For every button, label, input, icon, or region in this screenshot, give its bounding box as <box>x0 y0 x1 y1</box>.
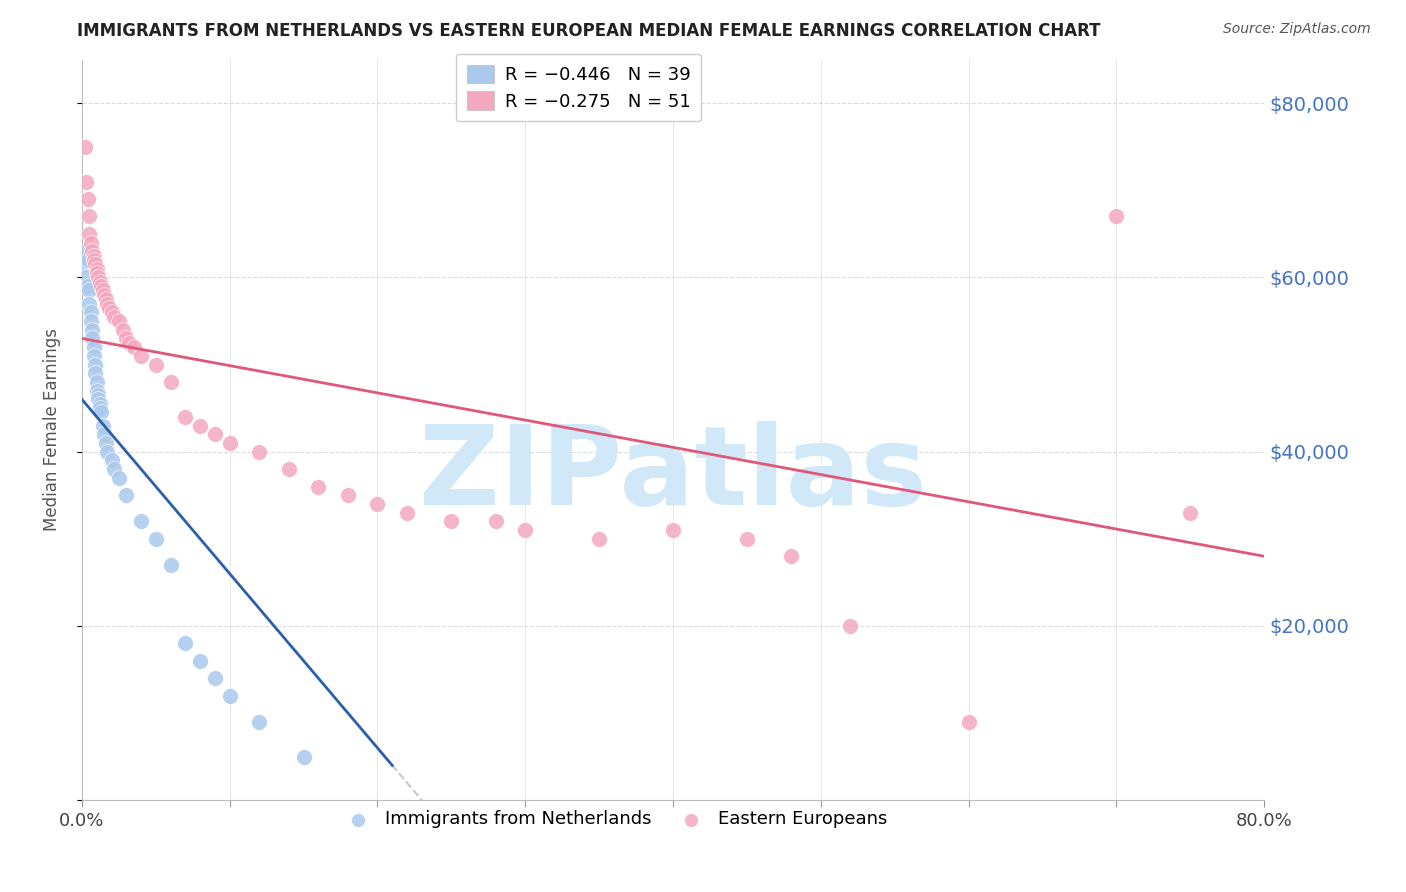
Point <box>662 523 685 537</box>
Point <box>100 453 122 467</box>
Point <box>94 292 117 306</box>
Point <box>485 515 508 529</box>
Point <box>79 284 101 298</box>
Point <box>75 257 97 271</box>
Point <box>79 227 101 241</box>
Point <box>89 401 111 416</box>
Point <box>218 436 240 450</box>
Point <box>90 279 112 293</box>
Point <box>96 444 118 458</box>
Point <box>515 523 537 537</box>
Text: Source: ZipAtlas.com: Source: ZipAtlas.com <box>1223 22 1371 37</box>
Point <box>108 471 131 485</box>
Point <box>82 323 104 337</box>
Point <box>1180 506 1202 520</box>
Point <box>957 714 980 729</box>
Point <box>336 488 359 502</box>
Point <box>73 139 96 153</box>
Point <box>145 532 167 546</box>
Point <box>76 252 98 267</box>
Point <box>115 488 138 502</box>
Point <box>115 331 138 345</box>
Point <box>780 549 803 564</box>
Point <box>188 418 211 433</box>
Point <box>247 714 270 729</box>
Point <box>84 257 107 271</box>
Point <box>80 235 103 250</box>
Point <box>292 749 315 764</box>
Point <box>75 270 97 285</box>
Point <box>91 418 114 433</box>
Point <box>129 349 152 363</box>
Point <box>87 392 110 407</box>
Point <box>735 532 758 546</box>
Point <box>91 284 114 298</box>
Point <box>96 296 118 310</box>
Point <box>159 558 181 572</box>
Point <box>86 266 108 280</box>
Text: IMMIGRANTS FROM NETHERLANDS VS EASTERN EUROPEAN MEDIAN FEMALE EARNINGS CORRELATI: IMMIGRANTS FROM NETHERLANDS VS EASTERN E… <box>77 22 1101 40</box>
Point <box>89 275 111 289</box>
Point <box>89 397 111 411</box>
Point <box>83 249 105 263</box>
Point <box>94 436 117 450</box>
Point <box>83 349 105 363</box>
Text: ZIPatlas: ZIPatlas <box>419 421 927 528</box>
Point <box>588 532 610 546</box>
Point <box>307 479 329 493</box>
Point <box>75 175 97 189</box>
Point <box>103 310 125 324</box>
Point <box>87 270 110 285</box>
Point <box>159 375 181 389</box>
Point <box>80 314 103 328</box>
Point <box>86 261 108 276</box>
Point <box>1105 210 1128 224</box>
Point <box>108 314 131 328</box>
Point <box>112 323 135 337</box>
Point <box>188 654 211 668</box>
Point <box>84 366 107 380</box>
Point <box>247 444 270 458</box>
Point <box>218 689 240 703</box>
Point <box>174 409 197 424</box>
Point <box>204 427 226 442</box>
Point <box>396 506 419 520</box>
Legend: Immigrants from Netherlands, Eastern Europeans: Immigrants from Netherlands, Eastern Eur… <box>333 803 896 836</box>
Y-axis label: Median Female Earnings: Median Female Earnings <box>44 328 60 532</box>
Point <box>73 244 96 259</box>
Point <box>839 619 862 633</box>
Point <box>440 515 463 529</box>
Point <box>86 384 108 398</box>
Point <box>79 296 101 310</box>
Point <box>103 462 125 476</box>
Point <box>90 405 112 419</box>
Point <box>129 515 152 529</box>
Point <box>118 335 141 350</box>
Point <box>79 210 101 224</box>
Point <box>366 497 388 511</box>
Point <box>277 462 299 476</box>
Point <box>93 288 115 302</box>
Point <box>80 305 103 319</box>
Point <box>76 192 98 206</box>
Point <box>83 340 105 354</box>
Point <box>100 305 122 319</box>
Point <box>83 252 105 267</box>
Point <box>97 301 120 315</box>
Point <box>87 388 110 402</box>
Point <box>145 358 167 372</box>
Point <box>86 375 108 389</box>
Point <box>76 279 98 293</box>
Point <box>204 671 226 685</box>
Point <box>82 331 104 345</box>
Point <box>93 427 115 442</box>
Point <box>84 358 107 372</box>
Point <box>122 340 145 354</box>
Point <box>82 244 104 259</box>
Point <box>174 636 197 650</box>
